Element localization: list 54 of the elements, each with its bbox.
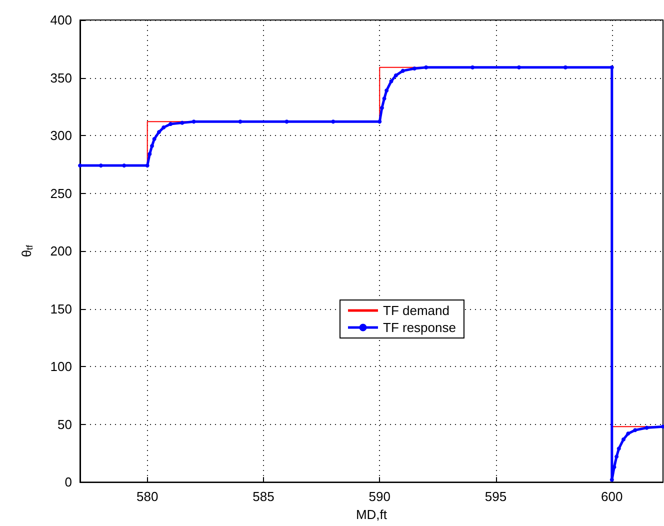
y-tick-label: 0 [64,474,72,490]
point [661,424,664,429]
x-tick-label: 595 [484,489,507,504]
point [78,164,82,168]
point [633,428,638,432]
legend-label: TF demand [383,303,450,318]
y-tick-label: 200 [50,244,72,259]
x-axis-title: MD,ft [356,507,388,522]
point [380,106,384,110]
point [156,130,161,134]
point [470,65,475,70]
point [424,65,428,70]
point [145,164,150,168]
point [331,120,336,124]
point [162,125,166,130]
point [122,164,126,168]
point [626,432,630,436]
point [400,68,405,73]
y-axis-title: θtf [19,244,34,258]
point [610,478,614,482]
point [238,120,242,124]
point [384,88,389,92]
y-tick-label: 400 [50,12,72,28]
y-tick-label: 250 [50,186,72,201]
point [148,152,152,156]
point [610,65,614,70]
point [614,454,619,459]
y-tick-label: 150 [50,301,72,316]
point [622,437,626,442]
point [192,120,196,124]
point [382,96,386,101]
point [389,79,394,84]
x-tick-label: 585 [252,489,274,504]
y-tick-label: 50 [58,416,72,432]
y-tick-label: 350 [50,70,72,86]
point [412,66,416,71]
point [394,73,398,78]
point [284,120,289,124]
point [563,65,568,70]
point [152,136,156,141]
point [378,120,382,124]
point [98,164,103,168]
x-tick-label: 590 [368,489,390,504]
x-tick-label: 600 [601,489,623,504]
point [616,446,621,451]
point [180,120,184,125]
y-tick-label: 300 [50,128,72,144]
point [168,122,173,126]
x-tick-label: 580 [136,489,158,504]
y-tick-label: 100 [50,359,72,374]
legend-label: TF response [383,320,456,335]
point [150,144,154,148]
point [516,65,521,70]
point [644,426,649,430]
